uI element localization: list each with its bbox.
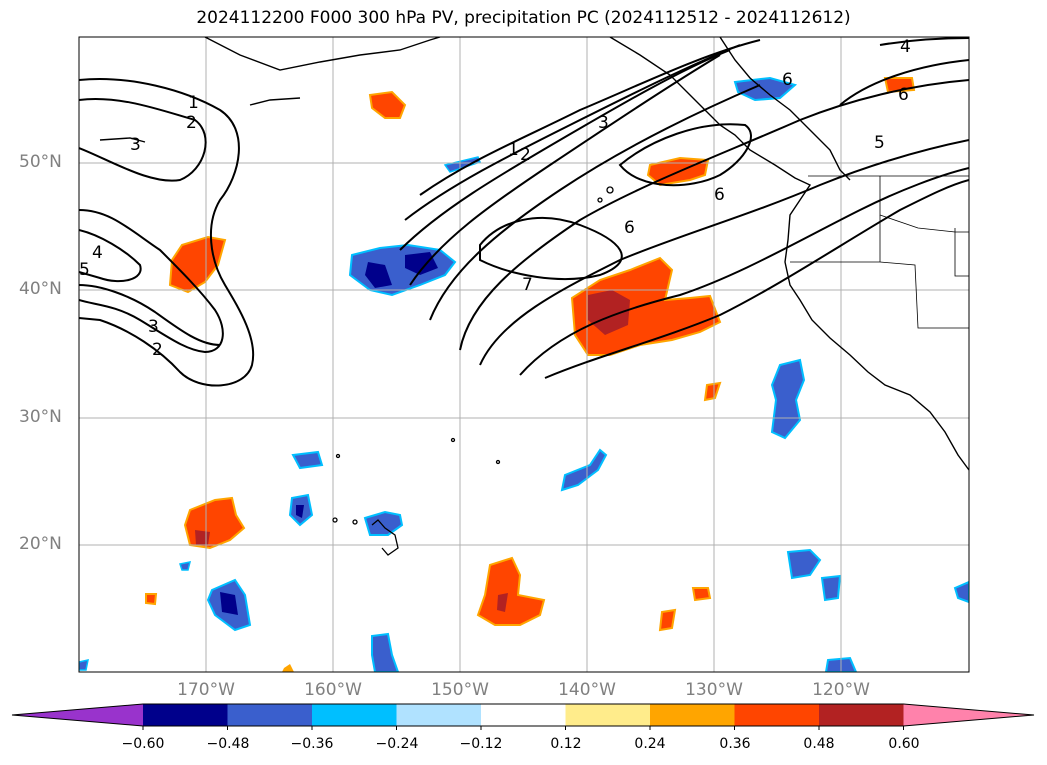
coastlines [99,37,969,471]
colorbar-tick-label: −0.12 [459,736,503,752]
colorbar-segment [227,704,313,726]
contour-label: 1 [188,93,199,113]
colorbar-segment [396,704,482,726]
colorbar-tick-label: −0.48 [206,736,250,752]
colorbar [11,703,1035,730]
colorbar-segment [481,704,566,726]
colorbar-extend-min [12,704,143,726]
precip-positive-patches [145,77,916,672]
contour-label: 3 [148,317,159,337]
pv-contours [79,37,969,387]
islands [332,186,614,556]
colorbar-tick-label: 0.60 [888,736,920,752]
contour-label: 5 [79,260,90,280]
lon-label: 160°W [304,680,362,700]
colorbar-segment [565,704,651,726]
lon-label: 170°W [177,680,235,700]
colorbar-extend-max [903,704,1034,726]
colorbar-tick-label: −0.60 [121,736,165,752]
colorbar-segment [650,704,735,726]
colorbar-tick-label: 0.24 [634,736,666,752]
lat-label: 30°N [19,407,62,427]
contour-labels: 1 2 3 3 4 5 2 1 2 3 6 7 6 6 4 6 5 [79,37,911,360]
borders [790,175,969,329]
lat-label: 50°N [19,152,62,172]
colorbar-tick-label: −0.36 [290,736,334,752]
colorbar-segment [819,704,904,726]
map-background [79,37,969,672]
contour-label: 5 [874,133,885,153]
contour-label: 6 [898,85,909,105]
contour-label: 4 [92,243,103,263]
colorbar-tick-label: 0.12 [550,736,582,752]
contour-label: 6 [782,70,793,90]
colorbar-tick-label: −0.24 [375,736,419,752]
colorbar-segment [143,704,228,726]
colorbar-segment [312,704,397,726]
lat-label: 20°N [19,534,62,554]
colorbar-segment [734,704,820,726]
lon-label: 150°W [431,680,489,700]
contour-label: 6 [714,185,725,205]
contour-label: 3 [130,135,141,155]
colorbar-tick-label: 0.48 [803,736,835,752]
lat-label: 40°N [19,279,62,299]
map-title: 2024112200 F000 300 hPa PV, precipitatio… [196,8,851,28]
contour-label: 1 [508,140,519,160]
lon-label: 140°W [558,680,616,700]
contour-label: 2 [186,113,197,133]
map-frame [78,36,970,673]
contour-label: 3 [598,113,609,133]
contour-label: 2 [520,145,531,165]
colorbar-tick-label: 0.36 [719,736,751,752]
contour-label: 6 [624,218,635,238]
contour-label: 7 [522,275,533,295]
gridlines [79,37,969,672]
lon-label: 130°W [685,680,743,700]
contour-label: 4 [900,37,911,57]
lon-label: 120°W [812,680,870,700]
contour-label: 2 [152,340,163,360]
